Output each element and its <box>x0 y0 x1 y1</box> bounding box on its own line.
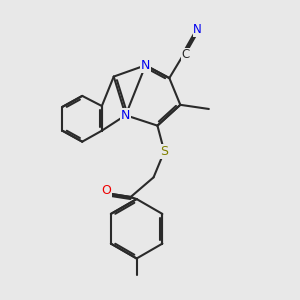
Text: N: N <box>141 59 150 72</box>
Text: O: O <box>101 184 111 196</box>
Text: N: N <box>121 109 130 122</box>
Text: S: S <box>160 145 168 158</box>
Text: C: C <box>182 48 190 62</box>
Text: N: N <box>193 23 202 36</box>
